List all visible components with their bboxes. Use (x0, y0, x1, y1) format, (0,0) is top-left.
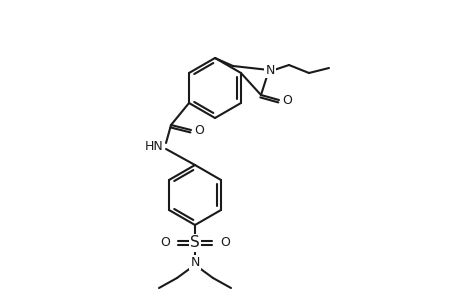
Text: HN: HN (144, 140, 163, 152)
Text: O: O (281, 94, 291, 106)
Text: O: O (219, 236, 230, 250)
Text: O: O (160, 236, 169, 250)
Text: N: N (190, 256, 199, 269)
Text: S: S (190, 236, 200, 250)
Text: O: O (194, 124, 203, 136)
Text: N: N (265, 64, 274, 76)
